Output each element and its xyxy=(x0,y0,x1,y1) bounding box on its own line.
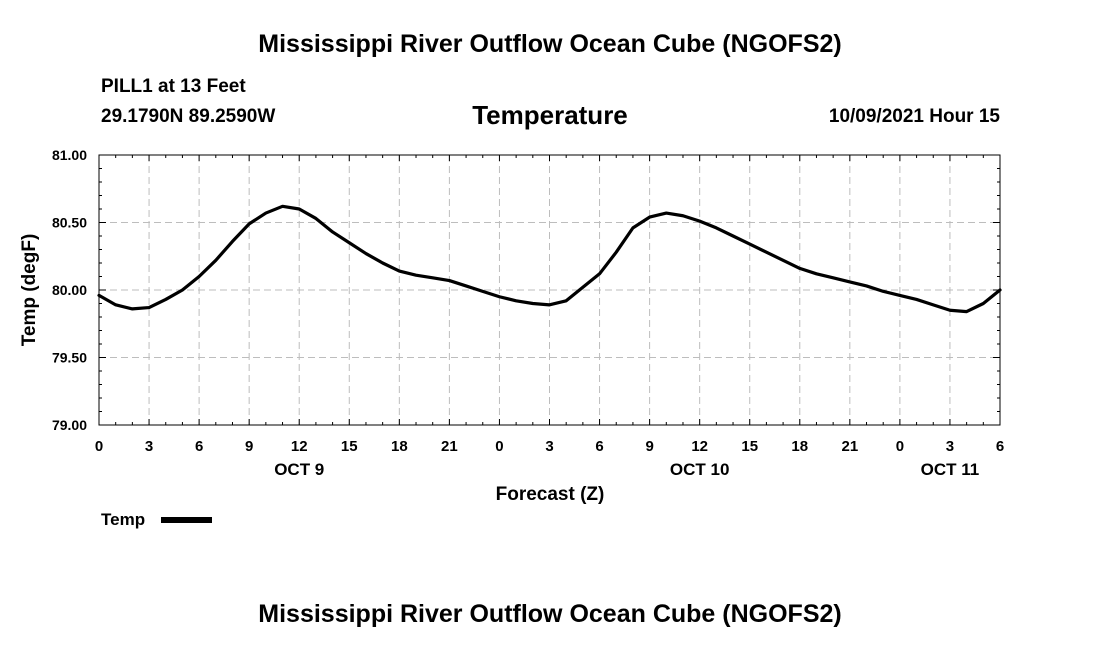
temperature-chart: 0 3 6 9 12 15 18 21 0 3 6 9 12 15 18 21 0 3 6 79.00 79.50 80… xyxy=(19,147,1004,529)
x-tick-label: 0 xyxy=(495,438,503,455)
x-tick-label: 18 xyxy=(791,438,808,455)
day-label: OCT 10 xyxy=(670,460,730,479)
temp-series-line xyxy=(97,204,1002,314)
day-label: OCT 9 xyxy=(274,460,324,479)
x-tick-label: 21 xyxy=(841,438,858,455)
legend-label: Temp xyxy=(101,510,145,529)
y-tick-label: 80.50 xyxy=(52,215,87,231)
x-tick-label: 9 xyxy=(245,438,253,455)
x-tick-label: 12 xyxy=(291,438,308,455)
x-ticks: 0 3 6 9 12 15 18 21 0 3 6 9 12 15 18 21 0 3 6 xyxy=(95,155,1004,455)
x-tick-label: 6 xyxy=(996,438,1004,455)
y-ticks: 79.00 79.50 80.00 80.50 81.00 xyxy=(52,147,1000,433)
y-tick-label: 81.00 xyxy=(52,147,87,163)
x-tick-label: 0 xyxy=(896,438,904,455)
x-tick-label: 3 xyxy=(946,438,954,455)
footer-title: Mississippi River Outflow Ocean Cube (NG… xyxy=(258,600,842,628)
legend: Temp xyxy=(101,510,212,529)
grid-lines xyxy=(99,155,1000,425)
x-tick-label: 21 xyxy=(441,438,458,455)
x-tick-label: 3 xyxy=(145,438,153,455)
y-tick-label: 79.50 xyxy=(52,350,87,366)
coordinates-label: 29.1790N 89.2590W xyxy=(101,106,276,127)
station-label: PILL1 at 13 Feet xyxy=(101,76,246,97)
x-tick-label: 3 xyxy=(545,438,553,455)
x-tick-label: 6 xyxy=(195,438,203,455)
day-labels: OCT 9 OCT 10 OCT 11 xyxy=(274,460,979,479)
day-label: OCT 11 xyxy=(921,460,980,479)
x-tick-label: 15 xyxy=(341,438,358,455)
plot-title: Temperature xyxy=(472,100,628,130)
x-tick-label: 0 xyxy=(95,438,103,455)
chart-title: Mississippi River Outflow Ocean Cube (NG… xyxy=(258,30,842,58)
y-axis-label: Temp (degF) xyxy=(19,234,40,347)
x-tick-label: 15 xyxy=(741,438,758,455)
x-tick-label: 6 xyxy=(595,438,603,455)
y-tick-label: 80.00 xyxy=(52,282,87,298)
series-group xyxy=(97,204,1002,314)
timestamp-label: 10/09/2021 Hour 15 xyxy=(828,106,1000,127)
y-tick-label: 79.00 xyxy=(52,417,87,433)
x-axis-label: Forecast (Z) xyxy=(496,484,605,505)
x-tick-label: 9 xyxy=(645,438,653,455)
x-tick-label: 18 xyxy=(391,438,408,455)
x-tick-label: 12 xyxy=(691,438,708,455)
